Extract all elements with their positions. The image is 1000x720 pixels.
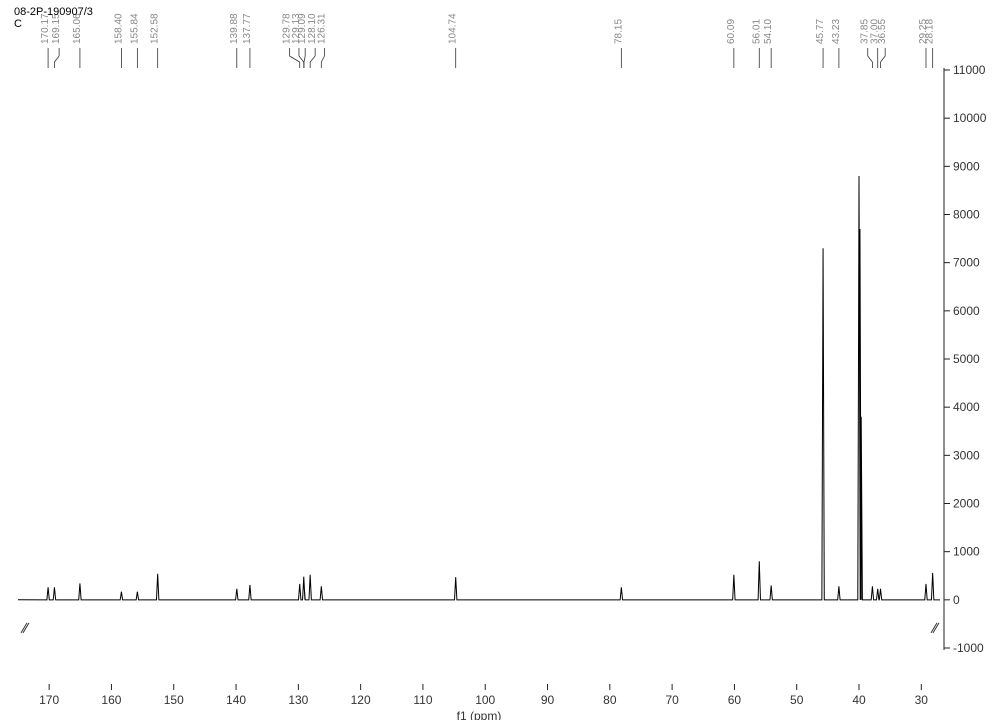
svg-text:160: 160: [101, 693, 121, 707]
svg-text:2000: 2000: [953, 497, 980, 511]
svg-text:9000: 9000: [953, 159, 980, 173]
svg-text:30: 30: [915, 693, 929, 707]
title-line-2: C: [14, 18, 93, 30]
svg-text:8000: 8000: [953, 208, 980, 222]
svg-text:60.09: 60.09: [726, 19, 737, 44]
svg-text:140: 140: [226, 693, 246, 707]
svg-text:60: 60: [728, 693, 742, 707]
svg-text:-1000: -1000: [953, 641, 984, 655]
svg-text:f1 (ppm): f1 (ppm): [457, 709, 502, 720]
svg-text:100: 100: [475, 693, 495, 707]
svg-text:80: 80: [603, 693, 617, 707]
svg-text:6000: 6000: [953, 304, 980, 318]
svg-text:7000: 7000: [953, 256, 980, 270]
svg-text:126.31: 126.31: [317, 13, 328, 44]
svg-text:170: 170: [39, 693, 59, 707]
svg-text:78.15: 78.15: [613, 19, 624, 44]
svg-text:158.40: 158.40: [113, 13, 124, 44]
svg-text:43.23: 43.23: [831, 19, 842, 44]
svg-text:90: 90: [541, 693, 555, 707]
title-line-1: 08-2P-190907/3: [14, 6, 93, 18]
svg-text:0: 0: [953, 593, 960, 607]
svg-text:104.74: 104.74: [448, 13, 459, 44]
svg-text:10000: 10000: [953, 111, 987, 125]
svg-text:40: 40: [852, 693, 866, 707]
svg-text:139.88: 139.88: [229, 13, 240, 44]
svg-text:120: 120: [351, 693, 371, 707]
svg-text:152.58: 152.58: [150, 13, 161, 44]
svg-text:54.10: 54.10: [763, 19, 774, 44]
svg-text:3000: 3000: [953, 448, 980, 462]
title-block: 08-2P-190907/3 C: [14, 6, 93, 30]
svg-text:11000: 11000: [953, 63, 986, 77]
svg-text:70: 70: [665, 693, 679, 707]
svg-text:150: 150: [164, 693, 184, 707]
svg-text:28.18: 28.18: [925, 19, 936, 44]
svg-text:1000: 1000: [953, 545, 980, 559]
svg-text:4000: 4000: [953, 400, 980, 414]
svg-text:36.55: 36.55: [877, 19, 888, 44]
svg-text:50: 50: [790, 693, 804, 707]
svg-text:155.84: 155.84: [129, 13, 140, 44]
svg-text:45.77: 45.77: [815, 19, 826, 44]
spectrum-svg: -1000 0 1000 2000 3000 4000 5000 6000 7000 8000 90…: [0, 0, 1000, 720]
nmr-spectrum-chart: { "title_line1":"08-2P-190907/3", "title…: [0, 0, 1000, 720]
svg-text:130: 130: [288, 693, 308, 707]
svg-text:5000: 5000: [953, 352, 980, 366]
svg-text:137.77: 137.77: [242, 13, 253, 44]
svg-text:56.01: 56.01: [751, 19, 762, 44]
svg-text:110: 110: [413, 693, 432, 707]
